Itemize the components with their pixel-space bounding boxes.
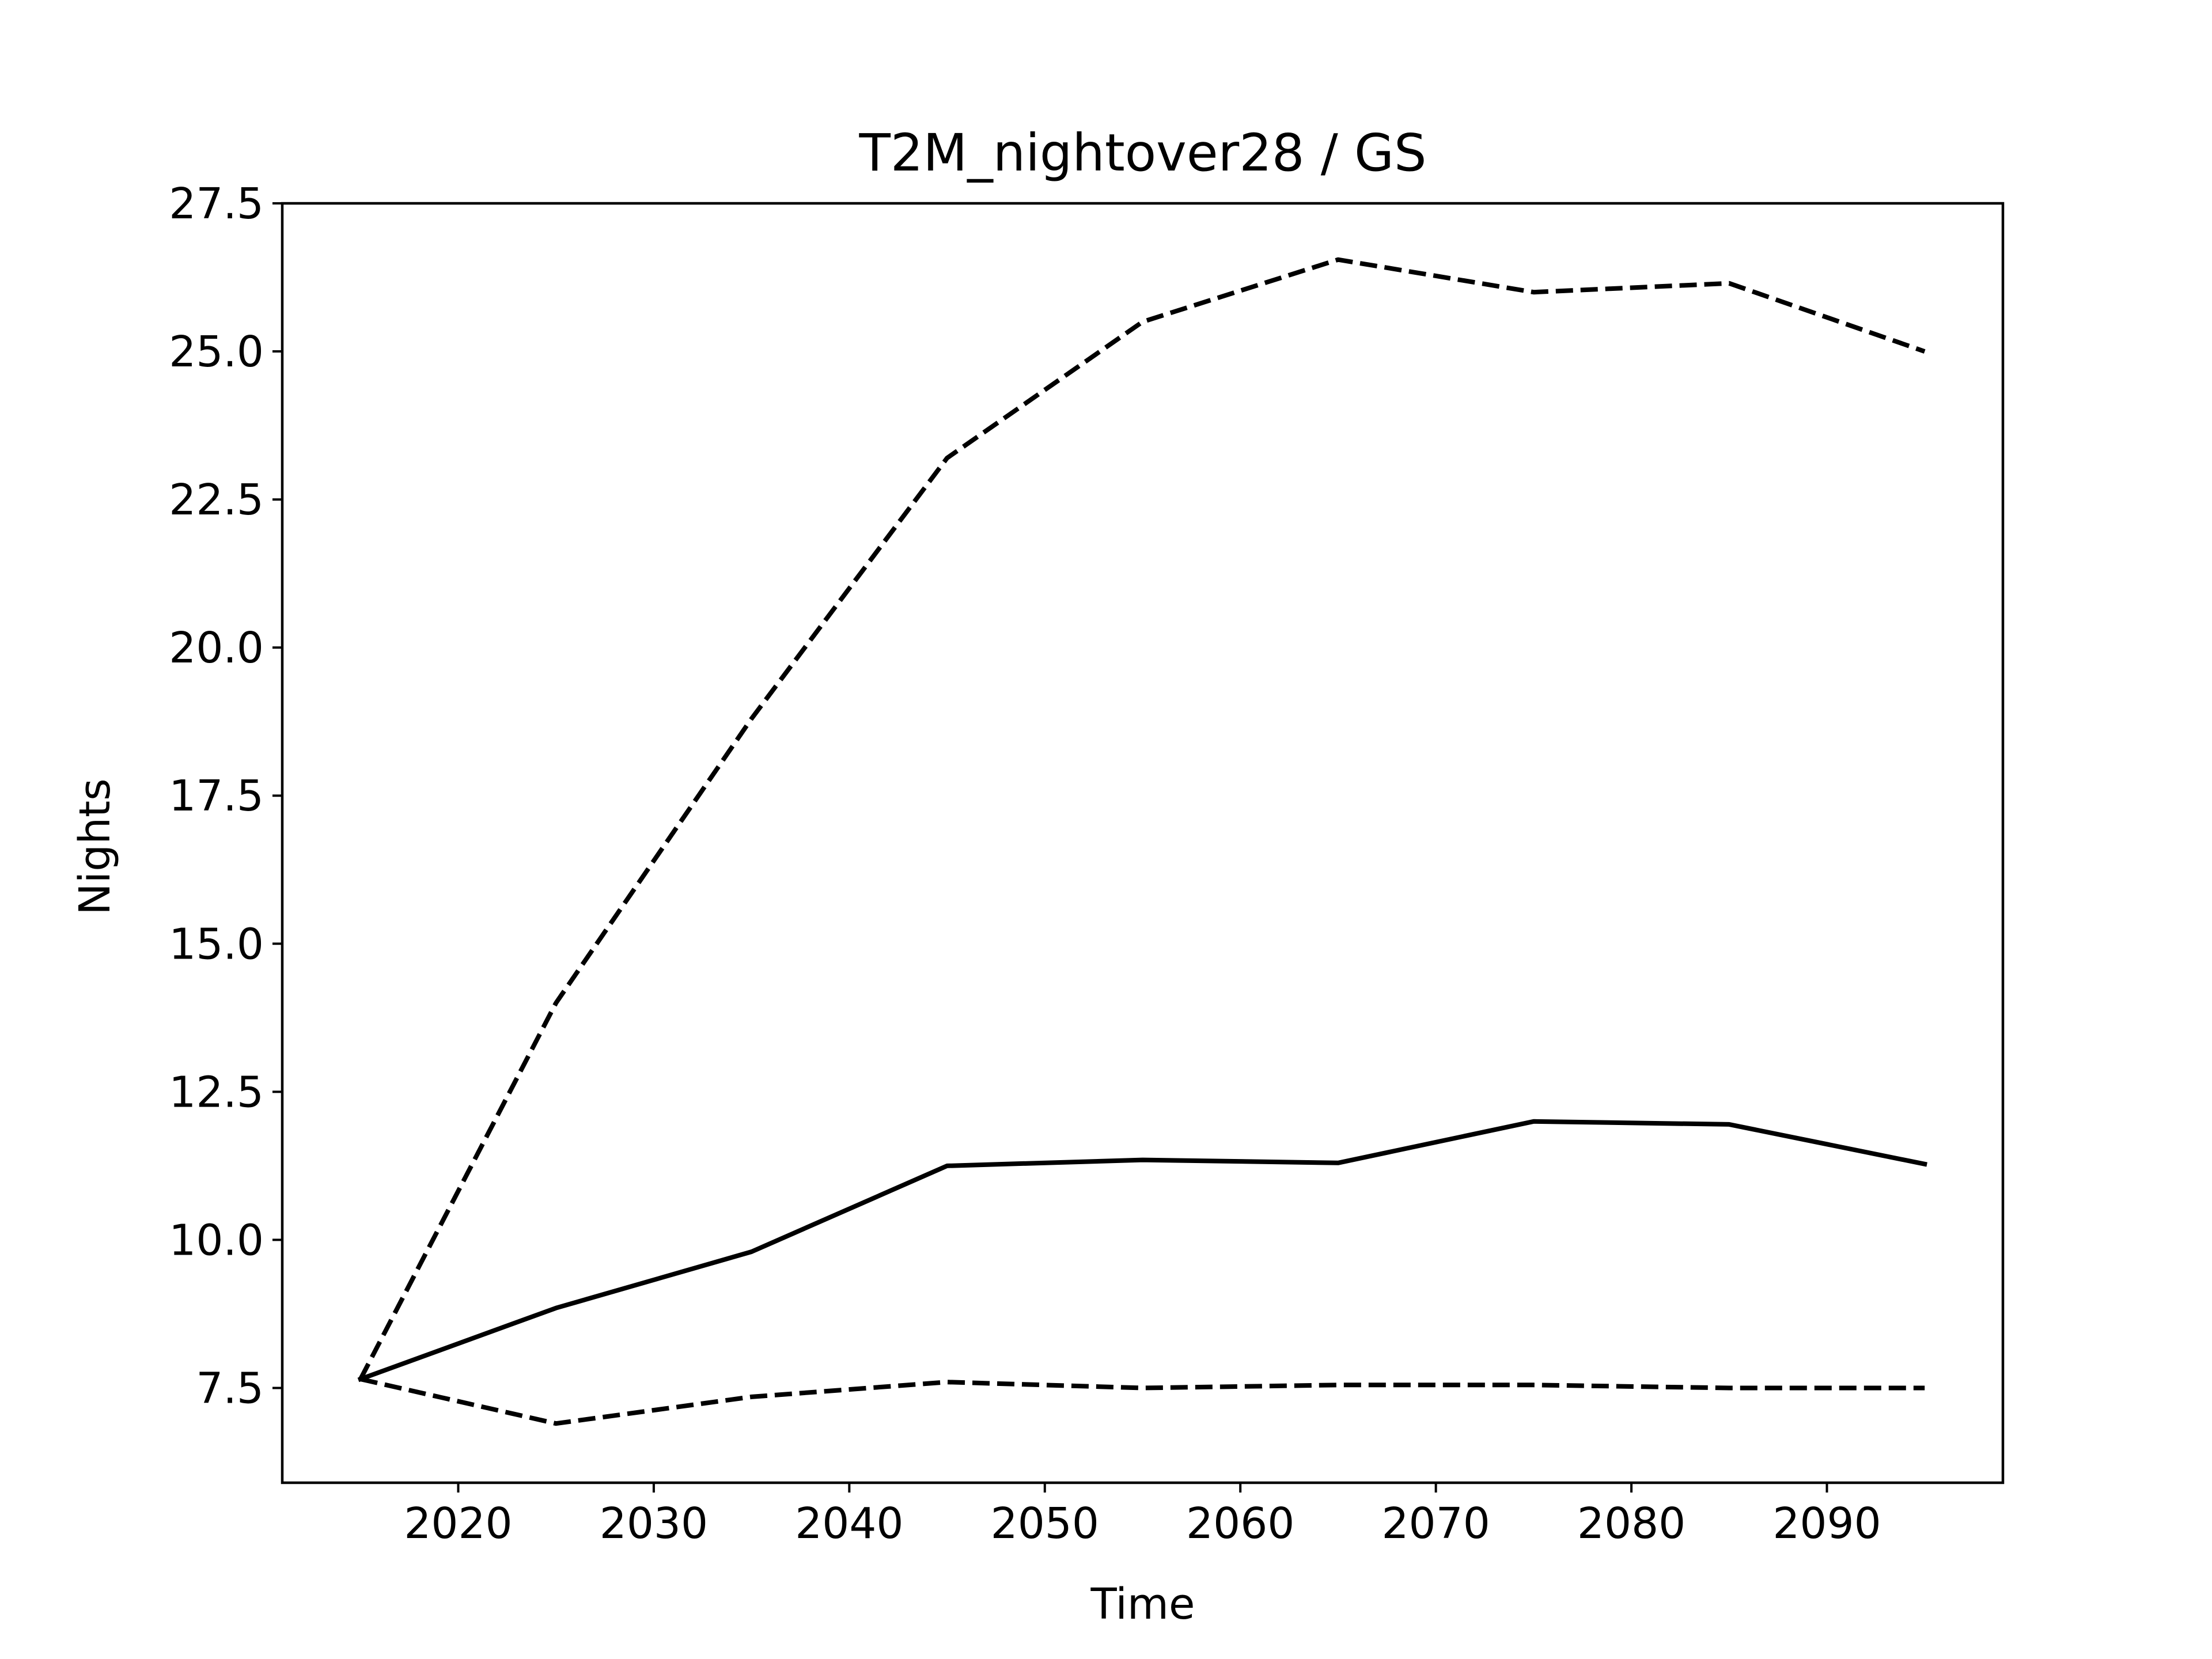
y-axis-title: Nights	[70, 778, 120, 915]
y-tick-label: 22.5	[169, 475, 264, 525]
x-axis-ticks: 2020 2030 2040 2050 2060 2070 2080 2090	[404, 1483, 1881, 1548]
chart-title: T2M_nightover28 / GS	[859, 123, 1427, 183]
y-tick-label: 20.0	[169, 623, 264, 673]
x-tick-label: 2070	[1381, 1499, 1490, 1548]
plot-frame	[281, 202, 2005, 1484]
x-tick-label: 2060	[1186, 1499, 1294, 1548]
x-tick-label: 2030	[600, 1499, 708, 1548]
series-layer	[357, 257, 1927, 1426]
y-tick-label: 7.5	[196, 1363, 264, 1413]
series-line-median	[357, 1119, 1927, 1382]
y-tick-label: 25.0	[169, 327, 264, 377]
x-tick-label: 2020	[404, 1499, 512, 1548]
x-tick-label: 2040	[795, 1499, 903, 1548]
x-tick-label: 2090	[1772, 1499, 1881, 1548]
x-tick-label: 2080	[1577, 1499, 1685, 1548]
y-tick-label: 17.5	[169, 771, 264, 821]
x-tick-label: 2050	[991, 1499, 1099, 1548]
x-axis-title: Time	[1090, 1580, 1195, 1629]
series-line-upper	[358, 257, 1926, 1380]
y-tick-label: 15.0	[169, 919, 264, 969]
y-tick-label: 27.5	[169, 179, 264, 229]
y-tick-label: 12.5	[169, 1067, 264, 1117]
y-axis-ticks: 7.5 10.0 12.5 15.0 17.5 20.0 22.5 25.0 27.5	[169, 179, 282, 1413]
y-tick-label: 10.0	[169, 1215, 264, 1265]
